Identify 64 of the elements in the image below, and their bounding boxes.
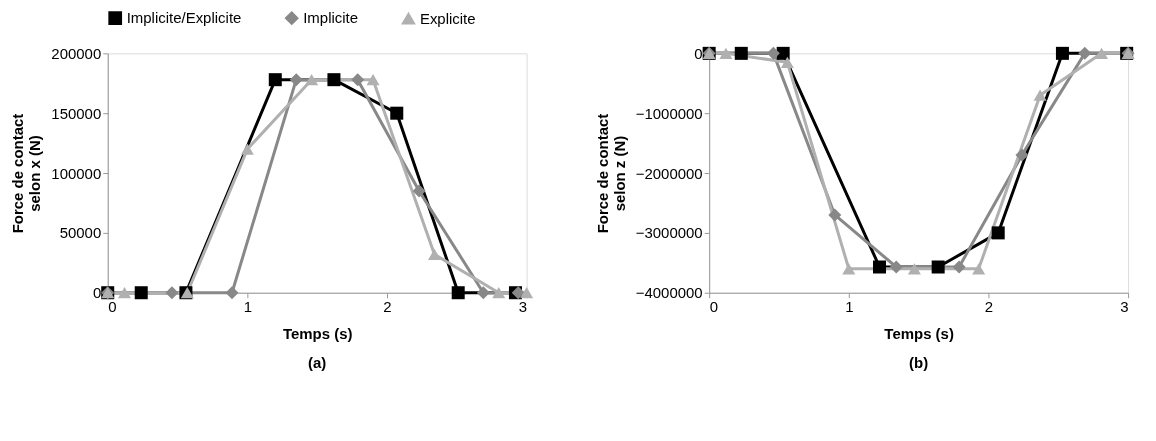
- point: [225, 286, 239, 300]
- y-tick-label: 0: [694, 44, 703, 62]
- point: [476, 286, 490, 300]
- point: [327, 73, 341, 87]
- point: [412, 184, 426, 198]
- point: [1033, 89, 1047, 101]
- point: [117, 287, 131, 299]
- y-tick-label: −2000000: [635, 164, 703, 182]
- point: [351, 73, 365, 87]
- point: [719, 47, 733, 59]
- point: [952, 260, 966, 274]
- point: [289, 73, 303, 87]
- x-tick-label: 1: [243, 298, 253, 316]
- point: [366, 74, 380, 86]
- text: (a): [308, 353, 327, 371]
- point: [873, 260, 887, 274]
- x-tick-label: 0: [108, 298, 117, 316]
- x-axis-title: Temps (s): [282, 325, 353, 343]
- y-axis-title: Force de contact selon x (N): [9, 113, 44, 234]
- x-tick-label: 3: [1120, 298, 1129, 316]
- point: [240, 143, 254, 155]
- point: [991, 226, 1005, 240]
- legend-label: Implicite/Explicite: [126, 9, 242, 27]
- y-tick-label: 0: [92, 284, 102, 302]
- y-tick-label: 200000: [51, 44, 102, 62]
- legend-label: Implicite: [303, 9, 359, 27]
- y-tick-label: −1000000: [635, 104, 703, 122]
- y-tick-label: 50000: [59, 224, 102, 242]
- point: [889, 260, 903, 274]
- y-tick-label: 100000: [51, 164, 102, 182]
- point: [451, 286, 465, 300]
- point: [972, 263, 986, 275]
- point: [268, 73, 282, 87]
- point: [766, 46, 780, 60]
- y-tick-label: −4000000: [635, 284, 703, 302]
- point: [165, 286, 179, 300]
- x-axis-title: Temps (s): [884, 325, 954, 343]
- x-tick-label: 1: [845, 298, 854, 316]
- x-tick-label: 3: [518, 298, 528, 316]
- point: [1078, 46, 1092, 60]
- point: [734, 46, 748, 60]
- legend-label: Explicite: [419, 9, 476, 27]
- point: [1095, 47, 1109, 59]
- point: [931, 260, 945, 274]
- point: [828, 208, 842, 222]
- point: [842, 263, 856, 275]
- point: [1055, 46, 1069, 60]
- y-axis-title: Force de contact selon z (N): [593, 113, 628, 234]
- x-tick-label: 2: [383, 298, 392, 316]
- point: [492, 287, 506, 299]
- x-tick-label: 0: [709, 298, 718, 316]
- y-tick-label: −3000000: [635, 224, 703, 242]
- point: [134, 286, 148, 300]
- point: [776, 46, 790, 60]
- x-tick-label: 2: [984, 298, 994, 316]
- point: [520, 287, 534, 299]
- point: [907, 263, 921, 275]
- y-tick-label: 150000: [51, 104, 102, 122]
- point: [305, 74, 319, 86]
- point: [780, 56, 794, 68]
- point: [427, 248, 441, 261]
- point: [1015, 148, 1029, 162]
- point: [390, 106, 404, 120]
- text: (b): [909, 353, 929, 371]
